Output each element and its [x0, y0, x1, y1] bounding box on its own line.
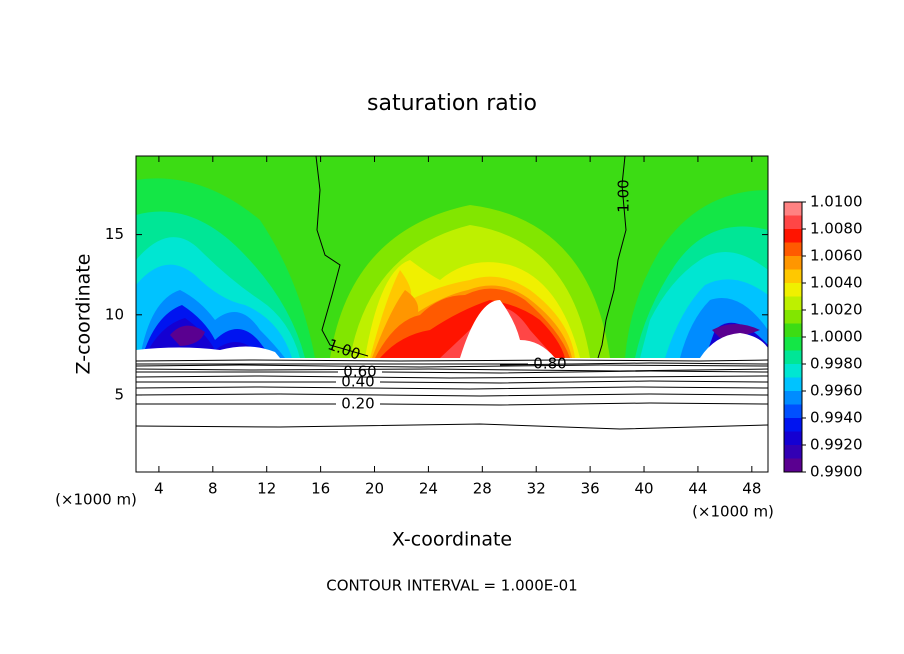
- unsaturated-region: [136, 358, 768, 472]
- colorbar-box: [784, 296, 802, 310]
- colorbar-box: [784, 364, 802, 378]
- colorbar-box: [784, 418, 802, 432]
- x-tick-label: 36: [581, 480, 600, 498]
- colorbar-tick-label: 1.0060: [810, 247, 863, 265]
- unlabeled-contours: 1.001.000.800.600.400.20: [135, 155, 769, 430]
- colorbar-tick-label: 1.0040: [810, 274, 863, 292]
- colorbar-box: [784, 404, 802, 418]
- contour-label: 0.60: [343, 363, 376, 381]
- x-tick-label: 24: [419, 480, 438, 498]
- y-tick-label: 5: [114, 386, 124, 404]
- contour-label: 0.20: [341, 395, 374, 413]
- x-tick-label: 20: [365, 480, 384, 498]
- x-axis-label: X-coordinate: [392, 529, 512, 551]
- contour-line: [135, 368, 769, 372]
- contour-line: [379, 380, 769, 384]
- colorbar-tick-label: 1.0020: [810, 301, 863, 319]
- colorbar-box: [784, 445, 802, 459]
- colorbar-box: [784, 431, 802, 445]
- colorbar-tick-label: 0.9980: [810, 355, 863, 373]
- colorbar-box: [784, 215, 802, 229]
- contour-line: [381, 370, 769, 374]
- x-tick-label: 44: [688, 480, 707, 498]
- contour-line: [597, 155, 627, 359]
- x-tick-label: 40: [634, 480, 653, 498]
- unsaturated-region: [460, 300, 555, 358]
- unsaturated-region: [700, 333, 768, 358]
- contour-line: [135, 423, 769, 430]
- contour-label: 0.80: [533, 355, 566, 373]
- contour-line: [135, 386, 769, 390]
- colorbar-tick-label: 0.9900: [810, 463, 863, 481]
- colorbar-box: [784, 256, 802, 270]
- plot-frame: [135, 155, 769, 473]
- contour-label: 1.00: [615, 179, 633, 212]
- contour-line: [135, 375, 769, 379]
- contour-line: [135, 364, 769, 368]
- field: [136, 156, 768, 472]
- chart-title: saturation ratio: [367, 91, 537, 116]
- unsaturated-region: [136, 346, 280, 358]
- colorbar-tick-label: 1.0100: [810, 193, 863, 211]
- contour-label: 0.40: [341, 373, 374, 391]
- contour-line: [315, 155, 369, 357]
- colorbar-box: [784, 242, 802, 256]
- colorbar-tick-label: 1.0000: [810, 328, 863, 346]
- colorbar-box: [784, 377, 802, 391]
- contour-line: [379, 402, 769, 406]
- x-tick-label: 4: [154, 480, 164, 498]
- colorbar-box: [784, 229, 802, 243]
- x-tick-label: 32: [527, 480, 546, 498]
- filled-region: [712, 324, 760, 338]
- filled-region: [170, 325, 205, 346]
- contour-line: [135, 393, 769, 397]
- contour-line: [135, 359, 769, 362]
- x-tick-label: 28: [473, 480, 492, 498]
- colorbar-tick-label: 0.9960: [810, 382, 863, 400]
- colorbar-box: [784, 458, 802, 472]
- colorbar-tick-label: 0.9940: [810, 409, 863, 427]
- x-unit-label: (×1000 m): [692, 503, 774, 521]
- colorbar-box: [784, 391, 802, 405]
- x-tick-label: 8: [208, 480, 218, 498]
- colorbar-box: [784, 350, 802, 364]
- x-tick-label: 12: [257, 480, 276, 498]
- colorbar-box: [784, 310, 802, 324]
- y-tick-label: 15: [105, 225, 124, 243]
- x-unit-label: (×1000 m): [55, 491, 137, 509]
- colorbar-box: [784, 323, 802, 337]
- y-axis-label: Z-coordinate: [73, 254, 95, 375]
- x-tick-label: 16: [311, 480, 330, 498]
- colorbar-box: [784, 202, 802, 216]
- colorbar-box: [784, 283, 802, 297]
- x-tick-label: 48: [742, 480, 761, 498]
- footer-note: CONTOUR INTERVAL = 1.000E-01: [326, 577, 577, 595]
- y-tick-label: 10: [105, 305, 124, 323]
- colorbar-box: [784, 337, 802, 351]
- contour-line: [499, 362, 769, 366]
- colorbar-tick-label: 0.9920: [810, 436, 863, 454]
- colorbar-box: [784, 269, 802, 283]
- colorbar-tick-label: 1.0080: [810, 220, 863, 238]
